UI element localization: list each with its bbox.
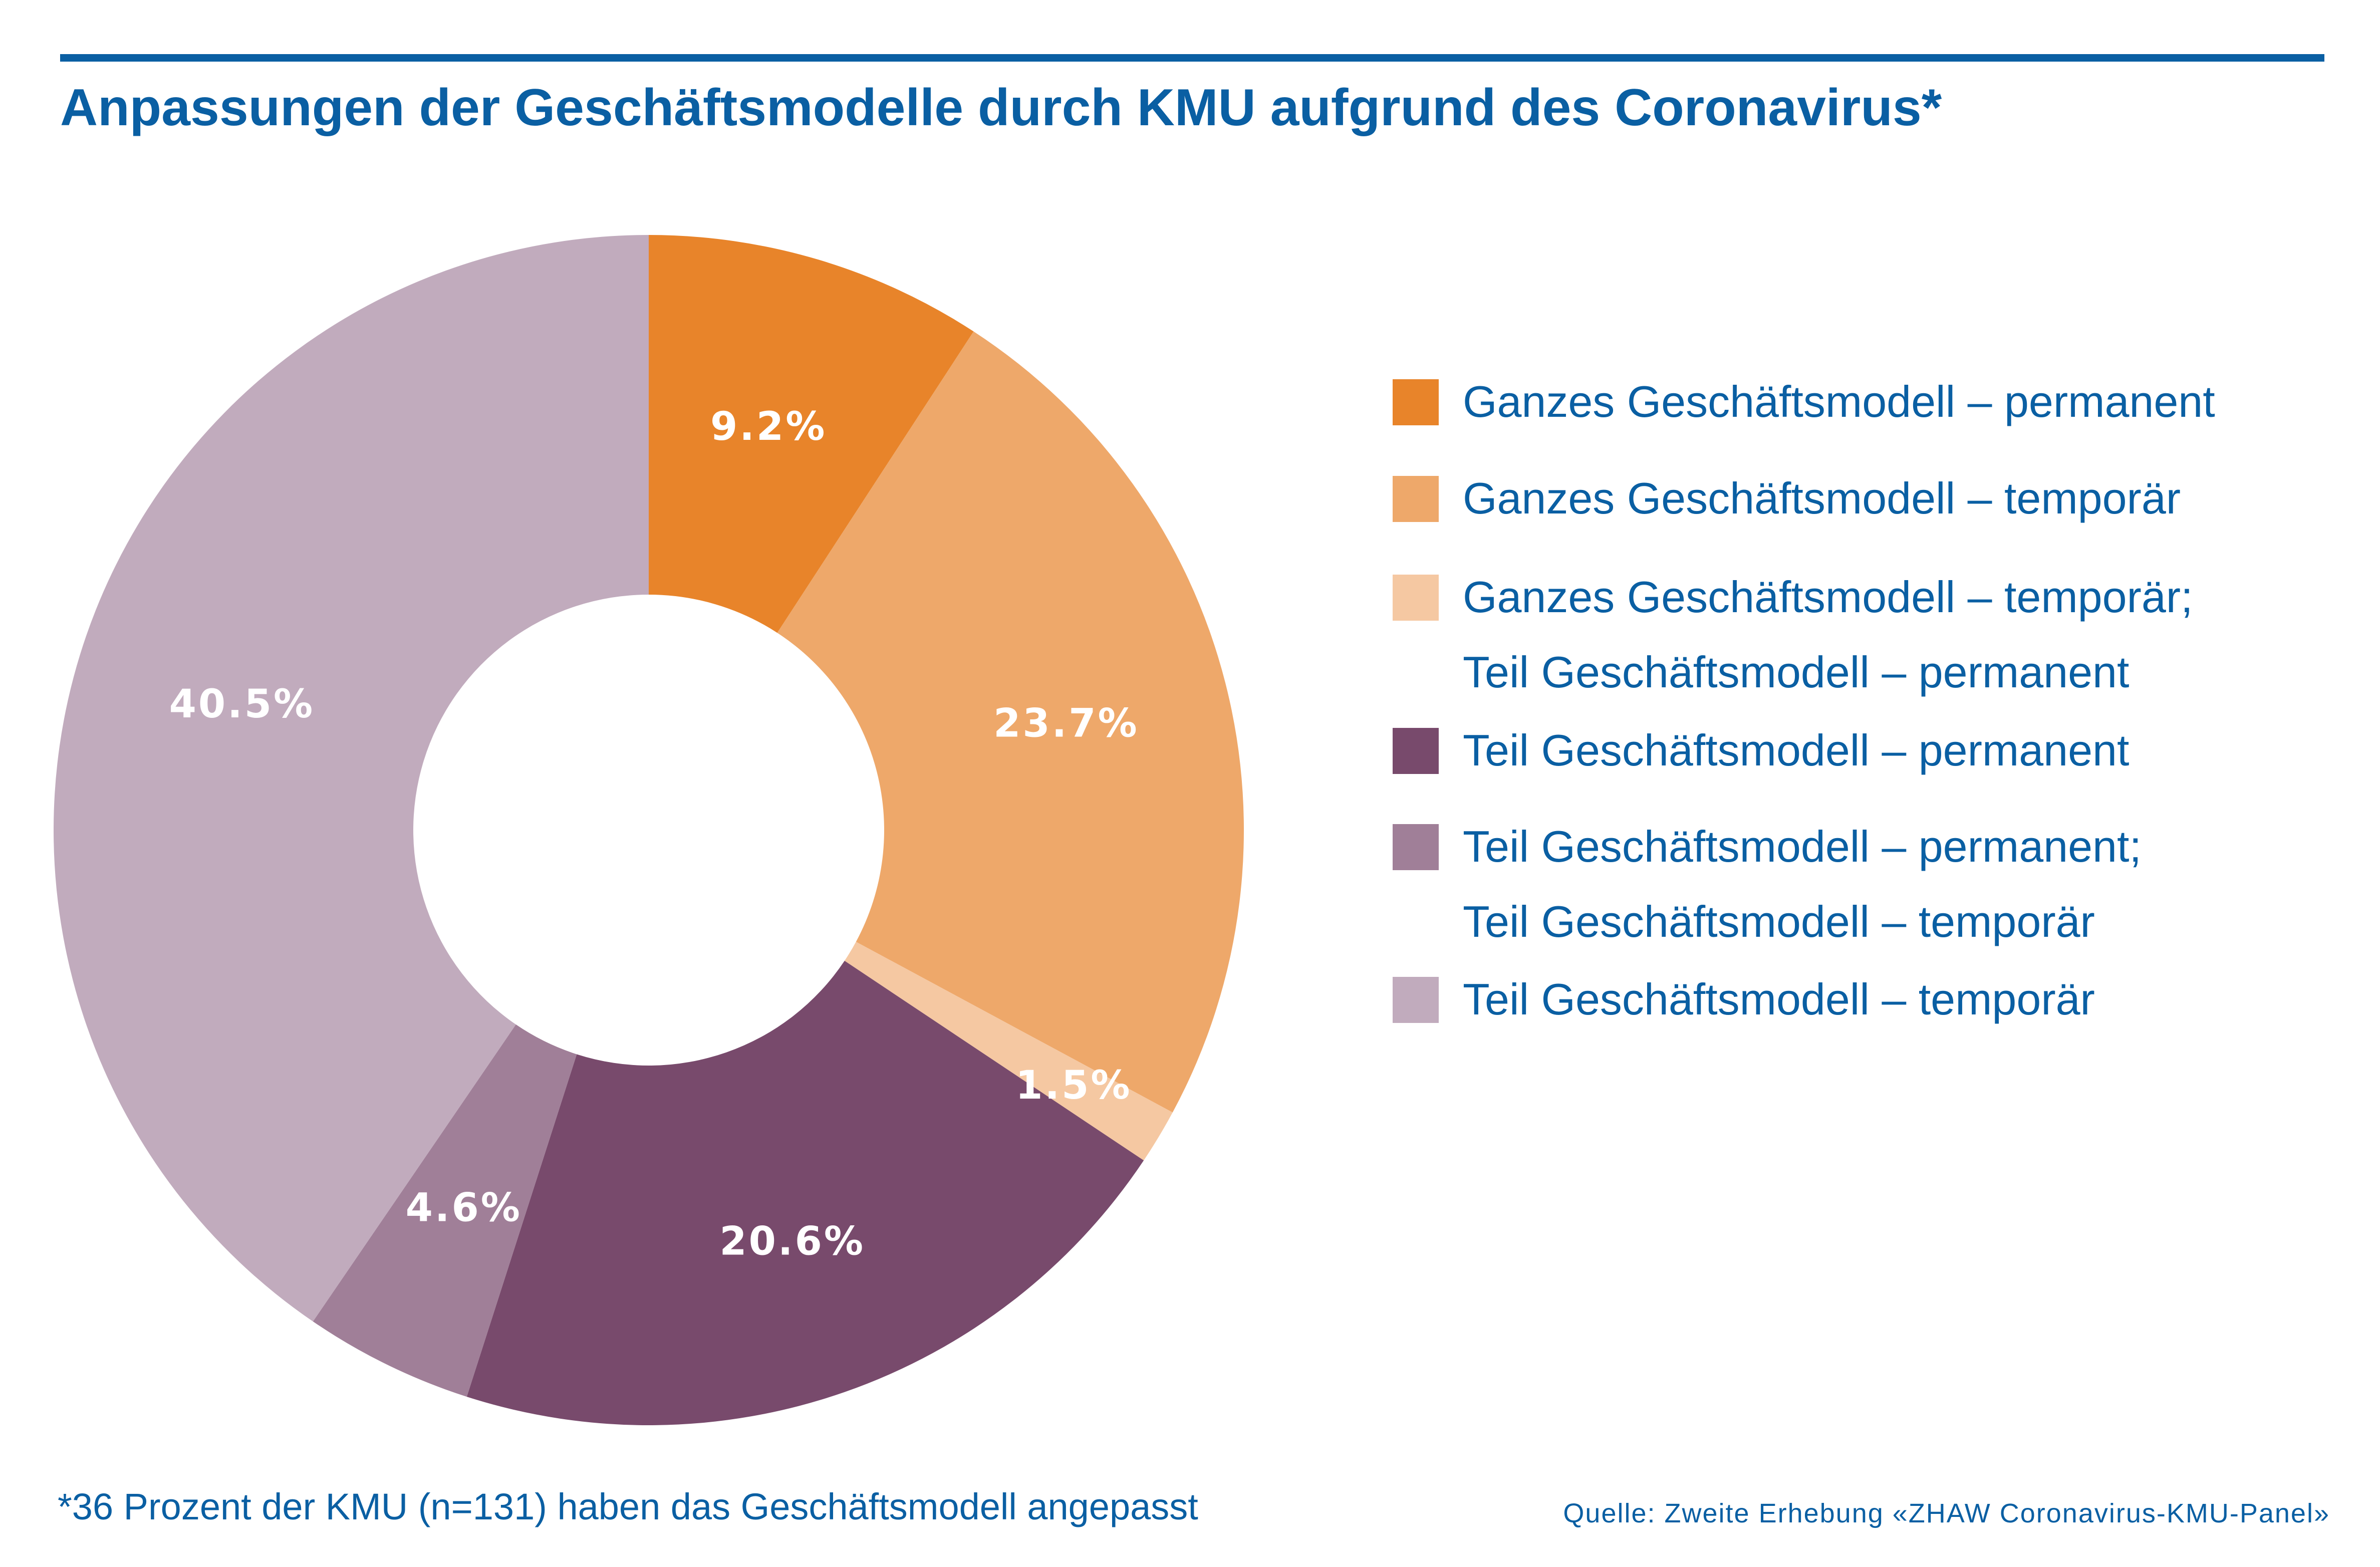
legend-label: Teil Geschäftsmodell – permanent; Teil Ge… <box>1463 809 2142 959</box>
slice-label-6: 40.5% <box>169 682 315 727</box>
legend-label-line: Ganzes Geschäftsmodell – temporär <box>1463 473 2181 523</box>
slice-label-1: 9.2% <box>710 404 827 449</box>
donut-slice-6 <box>53 235 649 1322</box>
legend-label: Ganzes Geschäftsmodell – temporär; Teil G… <box>1463 560 2193 710</box>
footnote: *36 Prozent der KMU (n=131) haben das Ge… <box>58 1486 1198 1527</box>
legend-swatch <box>1393 379 1439 425</box>
donut-slice-3 <box>844 941 1173 1161</box>
legend-label: Teil Geschäftsmodell – permanent <box>1463 713 2129 788</box>
legend-swatch <box>1393 728 1439 774</box>
slice-label-3: 1.5% <box>1015 1063 1132 1108</box>
slice-labels-layer: 9.2% 23.7% 1.5% 20.6% 4.6% 40.5% <box>169 404 1139 1264</box>
legend-label-line: Teil Geschäftsmodell – permanent; <box>1463 822 2142 871</box>
legend-label-line: Ganzes Geschäftsmodell – permanent <box>1463 377 2215 426</box>
source-note: Quelle: Zweite Erhebung «ZHAW Coronaviru… <box>1563 1498 2330 1528</box>
slice-label-5: 4.6% <box>406 1186 522 1231</box>
legend-label: Ganzes Geschäftsmodell – temporär <box>1463 461 2181 536</box>
legend-swatch <box>1393 575 1439 621</box>
donut-slice-4 <box>466 960 1144 1425</box>
legend-label-line: Teil Geschäftsmodell – temporär <box>1463 897 2095 946</box>
legend-label-line: Teil Geschäftsmodell – temporär <box>1463 974 2095 1024</box>
slice-label-4: 20.6% <box>719 1219 865 1264</box>
legend-swatch <box>1393 977 1439 1023</box>
slices-layer <box>53 235 1244 1425</box>
chart-title: Anpassungen der Geschäftsmodelle durch K… <box>60 79 1942 137</box>
legend-swatch <box>1393 824 1439 870</box>
legend-label-line: Teil Geschäftsmodell – permanent <box>1463 725 2130 775</box>
legend-label-line: Ganzes Geschäftsmodell – temporär; <box>1463 572 2193 622</box>
title-rule <box>60 54 2324 62</box>
donut-slice-1 <box>649 235 974 633</box>
slice-label-2: 23.7% <box>993 701 1139 746</box>
legend-label: Teil Geschäftsmodell – temporär <box>1463 962 2095 1037</box>
legend-label-line: Teil Geschäftsmodell – permanent <box>1463 647 2130 697</box>
donut-slice-2 <box>777 331 1244 1113</box>
legend-swatch <box>1393 476 1439 522</box>
donut-slice-5 <box>313 1024 577 1397</box>
legend-label: Ganzes Geschäftsmodell – permanent <box>1463 364 2215 439</box>
